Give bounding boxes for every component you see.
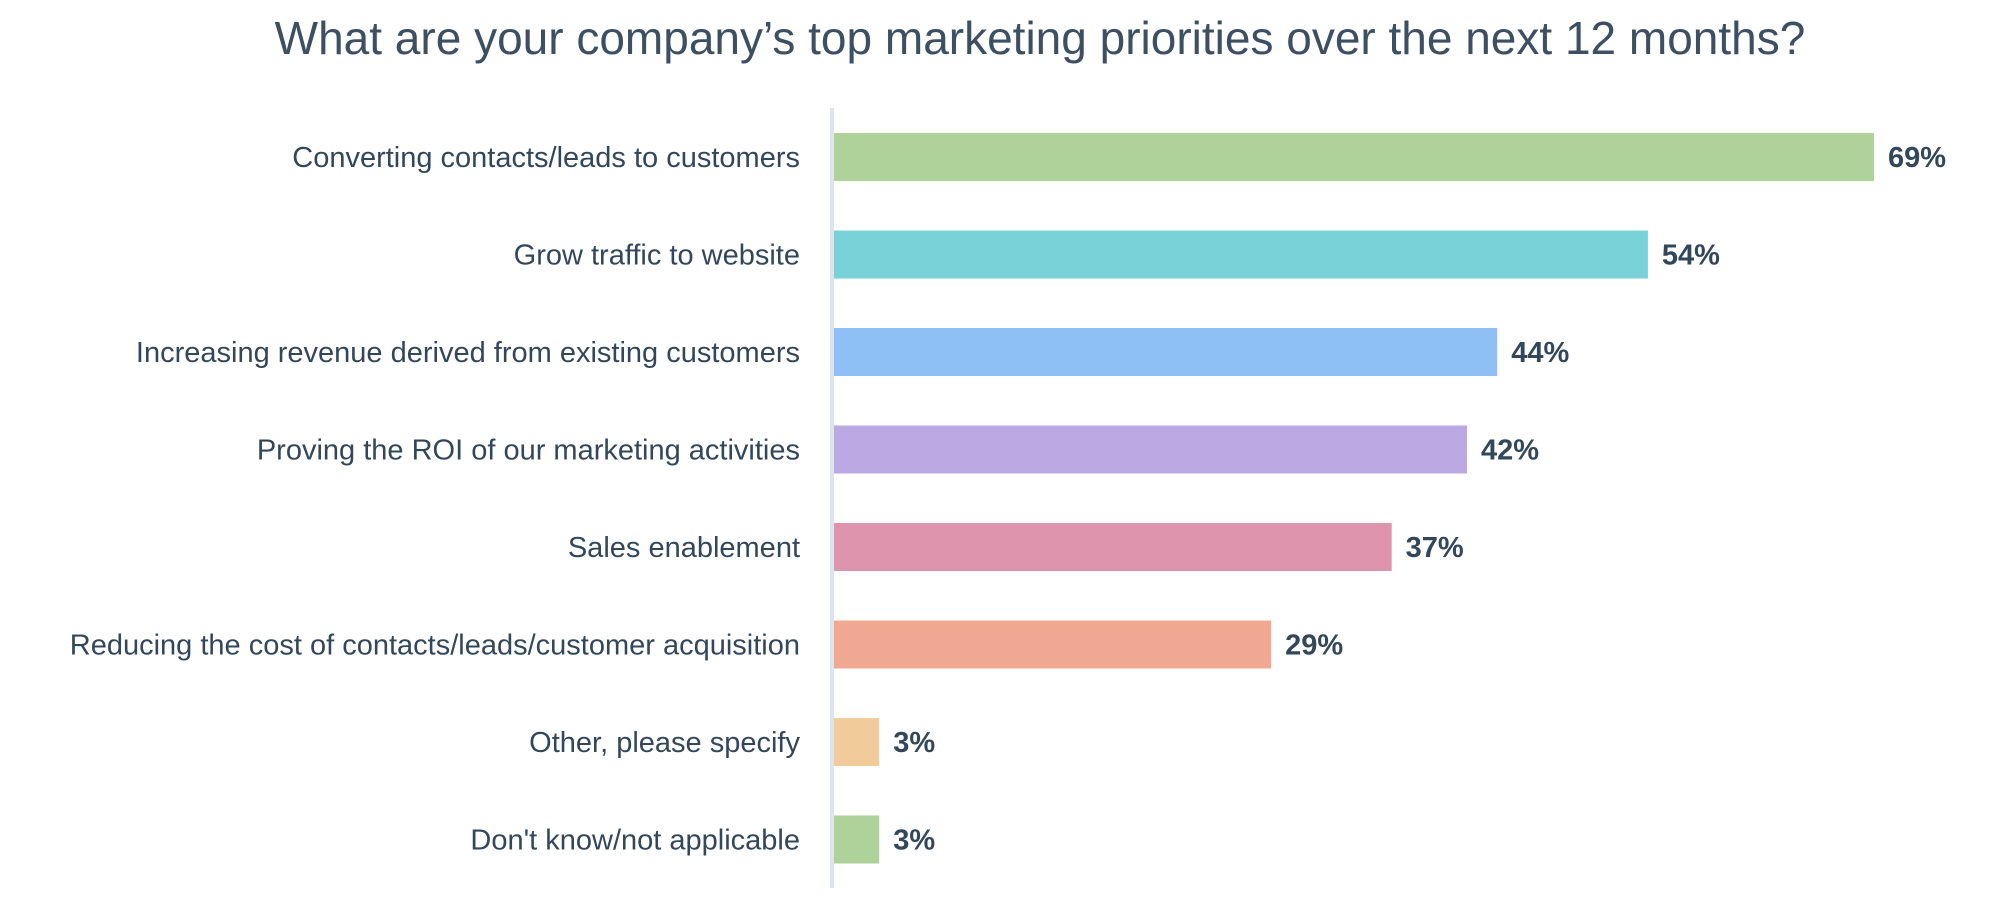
bar [834, 620, 1272, 669]
value-labels-group: 69% 54% 44% 42% 37% 29% 3% 3% [893, 142, 1946, 857]
bar [834, 133, 1874, 181]
bar [834, 815, 880, 864]
category-label: Grow traffic to website [514, 240, 800, 272]
category-labels-group: Converting contacts/leads to customers Gr… [70, 142, 801, 857]
bar [834, 328, 1498, 376]
category-label: Don't know/not applicable [470, 825, 800, 857]
bar [834, 230, 1648, 279]
value-label: 42% [1481, 435, 1539, 467]
bar [834, 718, 880, 766]
category-label: Converting contacts/leads to customers [292, 142, 800, 174]
category-label: Proving the ROI of our marketing activit… [257, 435, 800, 467]
chart-title: What are your company’s top marketing pr… [275, 12, 1806, 64]
category-label: Increasing revenue derived from existing… [136, 337, 800, 369]
category-label: Reducing the cost of contacts/leads/cust… [70, 630, 800, 662]
category-label: Sales enablement [568, 532, 800, 564]
category-label: Other, please specify [529, 727, 800, 759]
bar [834, 425, 1468, 474]
value-label: 37% [1406, 532, 1464, 564]
bars-group [834, 133, 1874, 864]
value-label: 3% [893, 727, 935, 759]
value-label: 44% [1511, 337, 1569, 369]
value-label: 29% [1285, 630, 1343, 662]
bar [834, 523, 1392, 571]
value-label: 69% [1888, 142, 1946, 174]
value-label: 54% [1662, 240, 1720, 272]
value-label: 3% [893, 825, 935, 857]
